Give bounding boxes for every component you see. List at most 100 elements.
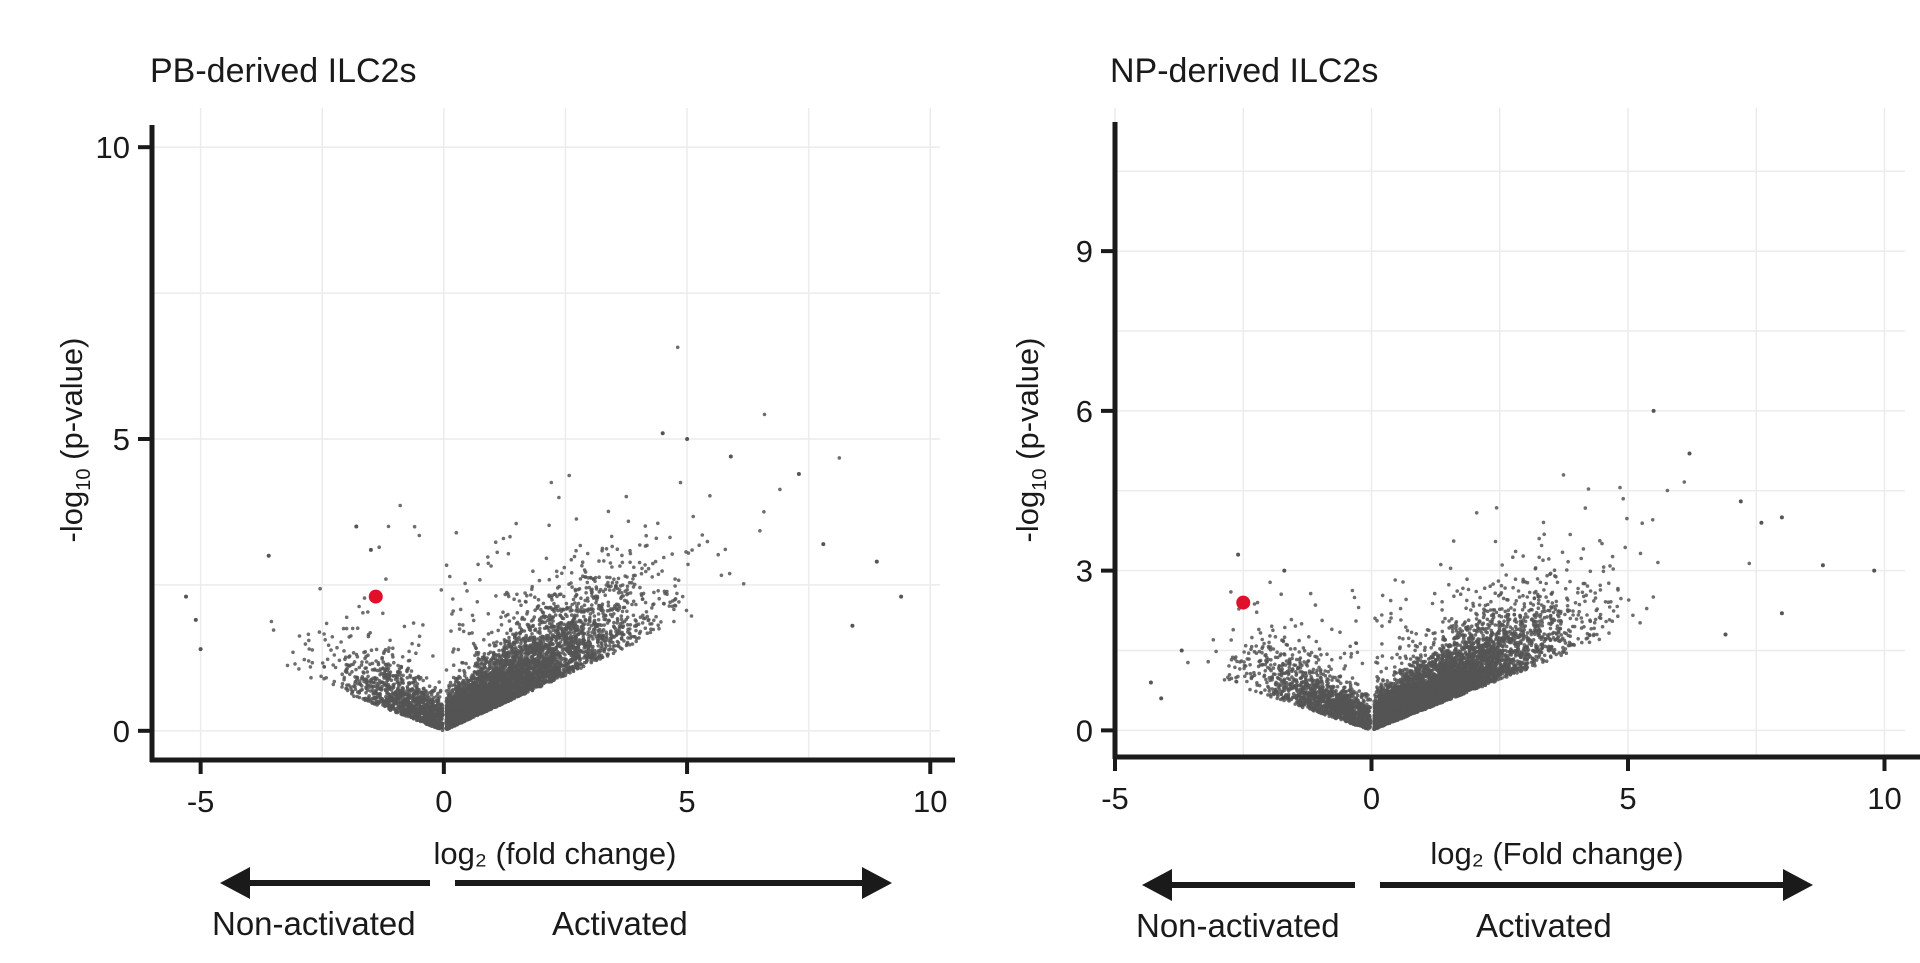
data-point — [518, 625, 522, 630]
data-point — [631, 585, 636, 589]
data-point — [310, 648, 315, 652]
data-point — [618, 564, 622, 568]
data-point — [453, 679, 458, 684]
data-point — [551, 628, 555, 633]
data-point — [547, 523, 551, 528]
data-point — [570, 608, 574, 613]
data-point — [461, 629, 466, 634]
data-point — [354, 667, 358, 672]
data-point — [530, 673, 535, 677]
data-point — [501, 536, 506, 541]
data-point — [590, 587, 594, 592]
data-point — [549, 615, 554, 619]
data-point — [648, 630, 653, 635]
data-point — [625, 584, 630, 589]
data-point — [365, 670, 370, 674]
data-point — [537, 643, 541, 648]
data-point — [532, 615, 537, 619]
data-point — [708, 494, 712, 498]
data-point — [285, 663, 290, 668]
data-point — [578, 543, 583, 548]
data-point — [537, 622, 542, 627]
data-point — [440, 721, 445, 726]
data-point — [611, 651, 616, 656]
data-point — [579, 605, 584, 609]
data-point — [491, 651, 496, 656]
data-point — [503, 643, 508, 648]
data-point — [547, 621, 552, 626]
data-point — [580, 563, 584, 568]
data-point — [626, 636, 630, 640]
data-point — [588, 644, 593, 648]
data-point — [636, 622, 641, 626]
data-point — [486, 612, 491, 616]
data-point — [689, 614, 694, 618]
data-point — [571, 597, 576, 602]
data-point — [524, 600, 528, 604]
data-point — [561, 607, 565, 612]
data-point — [366, 653, 370, 657]
data-point — [302, 657, 307, 662]
data-point — [596, 612, 601, 616]
data-point — [557, 495, 561, 500]
data-point — [370, 701, 375, 705]
data-point — [591, 610, 595, 614]
data-point — [700, 533, 705, 537]
data-point — [387, 646, 391, 650]
data-point — [837, 456, 842, 460]
data-point — [515, 658, 519, 662]
data-point — [396, 663, 400, 668]
data-point — [360, 660, 364, 664]
data-point — [654, 536, 659, 541]
data-point — [324, 676, 329, 680]
data-point — [634, 636, 639, 641]
data-point — [325, 657, 330, 662]
data-point — [335, 645, 339, 650]
data-point — [391, 646, 395, 650]
data-point — [569, 613, 574, 617]
data-point — [549, 618, 553, 622]
data-point — [463, 673, 467, 678]
data-point — [583, 645, 588, 650]
data-point — [659, 620, 663, 624]
data-point — [340, 681, 345, 686]
data-point — [607, 647, 611, 652]
data-point — [583, 575, 588, 579]
data-point — [556, 608, 560, 613]
data-point — [416, 643, 421, 647]
data-point — [602, 559, 606, 563]
data-point — [444, 563, 449, 567]
data-point — [414, 651, 418, 655]
data-point — [605, 652, 609, 657]
data-point — [462, 670, 467, 675]
data-point — [348, 672, 352, 677]
data-point — [560, 648, 565, 652]
data-point — [652, 590, 656, 595]
data-point — [457, 627, 462, 631]
data-point — [640, 566, 644, 571]
data-point — [668, 600, 672, 604]
data-point — [632, 565, 636, 570]
data-point — [651, 561, 655, 566]
data-point — [544, 556, 549, 561]
chart-title: PB-derived ILC2s — [150, 52, 417, 90]
data-point — [631, 577, 635, 581]
data-point — [351, 651, 356, 655]
data-point — [589, 606, 594, 611]
data-point — [667, 604, 672, 608]
data-point — [452, 647, 456, 651]
data-point — [657, 596, 661, 601]
data-point — [499, 623, 504, 627]
data-point — [568, 627, 573, 632]
data-point — [523, 640, 527, 644]
data-point — [741, 582, 746, 586]
data-point — [620, 609, 625, 614]
data-point — [271, 628, 276, 632]
data-point — [357, 689, 362, 694]
data-point — [570, 585, 574, 589]
data-point — [601, 634, 605, 638]
data-point — [533, 652, 537, 657]
data-point — [585, 580, 590, 585]
data-point — [324, 621, 329, 626]
data-point — [475, 600, 480, 604]
